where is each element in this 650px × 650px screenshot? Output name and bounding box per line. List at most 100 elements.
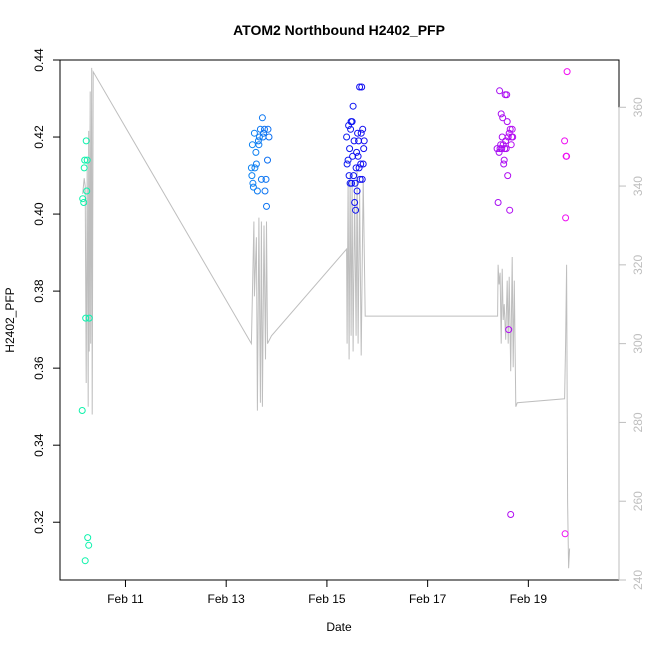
data-point [353,187,361,195]
data-point [83,156,91,164]
data-point [351,179,359,187]
data-point [251,164,259,172]
data-point [356,175,364,183]
data-point [352,206,360,214]
data-point [346,145,354,153]
x-tick-label: Feb 13 [208,592,246,606]
data-point [353,148,361,156]
x-tick-label: Feb 19 [510,592,548,606]
data-point [81,156,89,164]
data-point [85,541,93,549]
data-point [255,133,263,141]
data-point [360,137,368,145]
x-tick-label: Feb 11 [107,592,144,606]
x-axis-label: Date [326,620,352,634]
y-tick-label: 0.40 [32,202,46,226]
data-point [498,145,506,153]
data-point [503,118,511,126]
data-point [257,175,265,183]
data-point [499,114,507,122]
data-point [359,160,367,168]
data-point [254,137,262,145]
data-point [350,137,358,145]
data-point [252,148,260,156]
data-point [357,160,365,168]
data-point [496,87,504,95]
data-point [500,156,508,164]
data-point [563,68,571,76]
data-point [508,125,516,133]
data-point [348,179,356,187]
y-axis: 0.32 0.34 0.36 0.38 0.40 0.42 0.44 [32,48,61,534]
y-tick-label: 0.34 [32,433,46,457]
y-tick-label: 0.36 [32,356,46,380]
y2-tick-label: 340 [631,176,645,196]
data-point [348,118,356,126]
data-point [249,179,257,187]
data-point [356,83,364,91]
data-point [497,110,505,118]
x-tick-label: Feb 17 [409,592,447,606]
data-point [507,141,515,149]
data-point [500,160,508,168]
data-point [265,133,273,141]
data-point [351,199,359,206]
data-point [248,172,256,180]
data-point [502,145,510,153]
data-point [263,202,270,210]
data-point [83,187,91,195]
data-point [355,164,363,172]
data-point [507,511,515,518]
chart-title: ATOM2 Northbound H2402_PFP [233,22,445,38]
y2-axis: 240 260 280 300 320 340 360 [618,97,645,590]
data-point [253,187,261,195]
y2-tick-label: 280 [631,412,645,432]
data-point [503,91,511,99]
data-point [354,152,362,160]
data-point [80,199,88,206]
data-point [344,156,352,164]
y-tick-label: 0.32 [32,510,46,534]
data-point [85,314,93,322]
data-point [345,172,353,180]
data-point [354,129,362,137]
data-point [561,530,569,538]
data-point [260,129,267,137]
data-point [357,129,365,137]
data-point [347,125,355,133]
data-point [349,102,357,110]
data-point [81,557,89,565]
data-point [505,326,513,334]
data-point [494,199,502,206]
data-point [352,164,360,172]
y2-tick-label: 320 [631,255,645,275]
data-point [258,114,266,122]
data-point [261,187,269,195]
data-point [79,195,87,203]
data-point [506,125,514,133]
x-tick-label: Feb 15 [308,592,346,606]
data-point [264,125,272,133]
data-point [82,314,90,322]
data-point [358,175,366,183]
data-point [504,133,512,141]
data-point [506,206,514,214]
data-point [509,133,517,141]
data-point [250,129,258,137]
data-point [262,175,270,183]
data-point [563,152,571,160]
y-tick-label: 0.42 [32,125,46,149]
series-line [82,67,571,569]
points-layer [78,68,571,565]
y-tick-label: 0.44 [32,48,46,72]
data-point [498,133,506,141]
data-point [360,145,368,153]
data-point [78,407,86,414]
data-point [249,183,257,191]
data-point [343,133,351,141]
data-point [255,141,263,149]
y2-tick-label: 300 [631,333,645,353]
data-point [493,145,501,153]
data-point [82,137,90,145]
data-point [248,141,256,149]
